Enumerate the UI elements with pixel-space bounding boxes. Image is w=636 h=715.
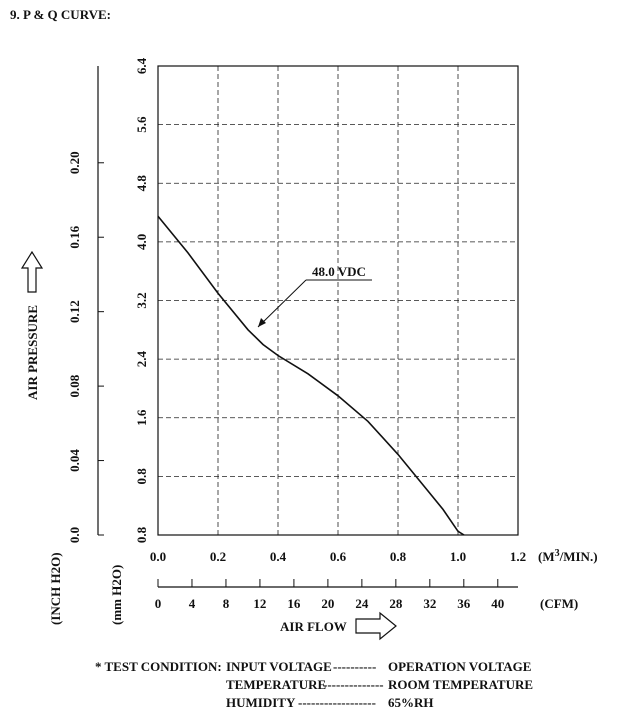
- y2-tick-label: 0.12: [67, 300, 82, 323]
- x-axis-title: AIR FLOW: [280, 619, 347, 634]
- x-tick-label: 0.4: [270, 549, 287, 564]
- condition-temperature-dashes: --------------: [323, 677, 384, 692]
- y-tick-label: 0.8: [134, 526, 149, 543]
- test-condition-note: * TEST CONDITION: INPUT VOLTAGE --------…: [95, 659, 533, 710]
- condition-humidity-name: HUMIDITY: [226, 695, 296, 710]
- x-tick-label: 1.0: [450, 549, 466, 564]
- y-tick-label: 2.4: [134, 351, 149, 368]
- cfm-tick-label: 12: [253, 596, 266, 611]
- series-annotation: 48.0 VDC: [257, 264, 372, 328]
- series-label: 48.0 VDC: [312, 264, 366, 279]
- series-line-48vdc: [157, 215, 465, 536]
- condition-humidity-value: 65%RH: [388, 695, 434, 710]
- cfm-tick-label: 16: [287, 596, 301, 611]
- condition-input-voltage-dashes: ----------: [333, 659, 376, 674]
- x-tick-labels: 0.0 0.2 0.4 0.6 0.8 1.0 1.2: [150, 549, 526, 564]
- y-tick-label: 3.2: [134, 292, 149, 308]
- condition-temperature-value: ROOM TEMPERATURE: [388, 677, 533, 692]
- y-unit-label: (mm H2O): [109, 565, 124, 625]
- cfm-tick-label: 20: [321, 596, 334, 611]
- condition-humidity-dashes: ------------------: [298, 695, 376, 710]
- x-tick-label: 0.0: [150, 549, 166, 564]
- y2-tick-labels: 0.0 0.04 0.08 0.12 0.16 0.20: [67, 151, 104, 543]
- x2-unit-label: (CFM): [540, 596, 578, 611]
- cfm-tick-label: 0: [155, 596, 162, 611]
- y-tick-label: 5.6: [134, 116, 149, 133]
- cfm-tick-label: 36: [457, 596, 471, 611]
- section-heading: 9. P & Q CURVE:: [10, 7, 111, 22]
- y-tick-label: 0.8: [134, 468, 149, 485]
- condition-input-voltage-name: INPUT VOLTAGE: [226, 659, 332, 674]
- cfm-tick-label: 40: [491, 596, 504, 611]
- grid: [158, 66, 518, 535]
- y-tick-label: 6.4: [134, 57, 149, 74]
- y-axis-title: AIR PRESSURE: [25, 305, 40, 400]
- up-arrow-icon: [20, 250, 44, 293]
- test-condition-prefix: * TEST CONDITION:: [95, 659, 222, 674]
- y-tick-label: 4.8: [134, 175, 149, 192]
- x-tick-label: 0.2: [210, 549, 226, 564]
- x-unit-label: (M3/MIN.): [538, 548, 598, 564]
- x-tick-label: 0.6: [330, 549, 347, 564]
- y2-tick-label: 0.0: [67, 527, 82, 543]
- y2-unit-label: (INCH H2O): [48, 552, 63, 625]
- y2-tick-label: 0.20: [67, 151, 82, 174]
- y2-tick-label: 0.08: [67, 374, 82, 397]
- y2-tick-label: 0.16: [67, 225, 82, 248]
- cfm-tick-label: 8: [223, 596, 230, 611]
- condition-temperature-name: TEMPERATURE: [226, 677, 326, 692]
- condition-input-voltage-value: OPERATION VOLTAGE: [388, 659, 531, 674]
- y-tick-label: 1.6: [134, 409, 149, 426]
- cfm-tick-label: 24: [355, 596, 369, 611]
- y2-tick-label: 0.04: [67, 449, 82, 472]
- y-tick-label: 4.0: [134, 234, 149, 250]
- cfm-tick-label: 28: [389, 596, 403, 611]
- y-tick-labels: 0.8 0.8 1.6 2.4 3.2 4.0 4.8 5.6 6.4: [134, 57, 149, 543]
- plot-frame: [157, 65, 519, 536]
- cfm-axis: 0 4 8 12 16 20 24 28 32 36 40: [155, 579, 518, 611]
- right-arrow-icon: [355, 611, 397, 641]
- cfm-tick-label: 4: [189, 596, 196, 611]
- x-tick-label: 1.2: [510, 549, 526, 564]
- x-tick-label: 0.8: [390, 549, 407, 564]
- cfm-tick-label: 32: [423, 596, 436, 611]
